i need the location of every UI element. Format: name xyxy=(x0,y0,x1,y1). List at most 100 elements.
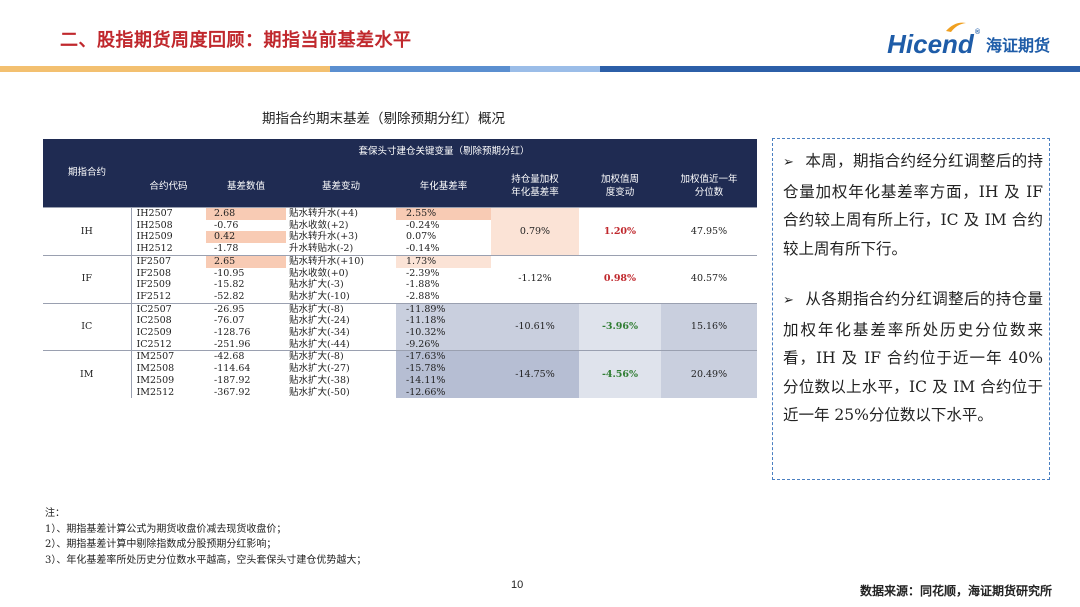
basis-table-container: 期指合约 套保头寸建仓关键变量（剔除预期分红） 合约代码 基差数值 基差变动 年化基差… xyxy=(43,139,758,399)
header-col-4: 持仓量加权 年化基差率 xyxy=(491,165,579,208)
footnote-2: 2）、期指基差计算中剔除指数成分股预期分红影响； xyxy=(45,539,277,550)
basis-value-cell: 0.42 xyxy=(206,231,286,244)
stripe-segment-light-blue xyxy=(510,66,600,72)
basis-value-cell: -10.95 xyxy=(214,267,245,279)
contract-code-cell: IC2512 xyxy=(136,338,172,350)
data-source: 数据来源：同花顺，海证期货研究所 xyxy=(859,584,1052,598)
basis-value-cell: -251.96 xyxy=(214,338,251,350)
table-row: IC2512 -251.96 贴水扩大(-44) -9.26% xyxy=(43,338,757,351)
basis-change-cell: 贴水转升水(+10) xyxy=(286,254,396,268)
contract-code-cell: IF2512 xyxy=(136,290,172,302)
annual-rate-cell: -14.11% xyxy=(396,374,491,387)
contract-code-cell: IF2508 xyxy=(136,267,172,279)
header-key-variables: 套保头寸建仓关键变量（剔除预期分红） xyxy=(131,139,758,165)
header-col-3: 年化基差率 xyxy=(396,165,491,208)
stripe-segment-gold xyxy=(0,66,330,72)
contract-code-cell: IM2508 xyxy=(136,363,175,375)
basis-change-cell: 贴水收敛(+2) xyxy=(289,219,349,231)
commentary-box: ➢ 本周，期指合约经分红调整后的持仓量加权年化基差率方面，IH 及 IF 合约较上… xyxy=(772,138,1050,480)
basis-change-cell: 升水转贴水(-2) xyxy=(289,243,354,255)
header-col-text: 加权值近一年 xyxy=(680,174,738,185)
annual-rate-cell: 1.73% xyxy=(396,254,491,268)
logo-chinese-name: 海证期货 xyxy=(985,36,1050,55)
basis-change-cell: 贴水转升水(+4) xyxy=(286,206,396,220)
stripe-segment-blue xyxy=(330,66,510,72)
contract-code-cell: IH2509 xyxy=(136,231,173,243)
weekly-change-cell: -4.56% xyxy=(579,350,661,399)
basis-value-cell: -26.95 xyxy=(206,302,286,316)
percentile-cell: 40.57% xyxy=(661,254,758,304)
table-row: IC IC2507 -26.95 贴水扩大(-8) -11.89% -10.61% -3.9… xyxy=(43,302,758,351)
page-title: 二、股指期货周度回顾：期指当前基差水平 xyxy=(60,30,412,51)
basis-value-cell: -1.78 xyxy=(214,243,239,255)
footnote-heading: 注： xyxy=(45,508,65,519)
contract-code-cell: IM2509 xyxy=(136,374,175,386)
percentile-cell: 47.95% xyxy=(661,207,758,256)
commentary-paragraph-2: ➢ 从各期指合约分红调整后的持仓量加权年化基差率所处历史分位数来看，IH 及 IF… xyxy=(783,285,1043,430)
logo-swoosh-icon xyxy=(946,22,967,32)
basis-value-cell: -76.07 xyxy=(214,315,245,327)
basis-value-cell: -128.76 xyxy=(214,327,251,339)
footnote-1: 1）、期指基差计算公式为期货收盘价减去现货收盘价； xyxy=(45,523,287,535)
basis-change-cell: 贴水扩大(-8) xyxy=(286,302,396,316)
basis-change-cell: 贴水扩大(-3) xyxy=(289,279,344,291)
basis-change-cell: 贴水扩大(-50) xyxy=(289,386,350,398)
annual-rate-cell: -17.63% xyxy=(396,350,491,364)
page-number: 10 xyxy=(511,579,524,591)
basis-value-cell: -187.92 xyxy=(214,374,251,386)
basis-table: 期指合约 套保头寸建仓关键变量（剔除预期分红） 合约代码 基差数值 基差变动 年化基差… xyxy=(43,139,758,399)
table-row: IH2508 -0.76 贴水收敛(+2) -0.24% xyxy=(43,219,757,232)
annual-rate-cell: 0.07% xyxy=(396,231,491,244)
annual-rate-cell: -2.88% xyxy=(396,290,491,304)
table-row: IM2509 -187.92 贴水扩大(-38) -14.11% xyxy=(43,374,757,387)
basis-value-cell: -52.82 xyxy=(214,290,245,302)
annual-rate-cell: -15.78% xyxy=(396,363,491,375)
table-row: IM2508 -114.64 贴水扩大(-27) -15.78% xyxy=(43,363,757,375)
table-row: IH IH2507 2.68 贴水转升水(+4) 2.55% 0.79% 1.20% 47.9… xyxy=(43,206,758,256)
contract-code-cell: IC2508 xyxy=(136,315,172,327)
weighted-rate-cell: 0.79% xyxy=(491,207,579,256)
annual-rate-cell: -10.32% xyxy=(396,327,491,339)
table-row: IC2509 -128.76 贴水扩大(-34) -10.32% xyxy=(43,327,757,339)
table-body: IH IH2507 2.68 贴水转升水(+4) 2.55% 0.79% 1.20% 47.9… xyxy=(43,206,758,399)
group-label: IC xyxy=(43,302,132,351)
header-col-text: 基差数值 xyxy=(226,180,265,192)
header-col-2: 基差变动 xyxy=(286,165,396,208)
logo-wordmark: Hicend® xyxy=(887,22,980,60)
header-col-text: 年化基差率 xyxy=(511,187,559,198)
contract-code-cell: IC2509 xyxy=(136,327,172,339)
basis-value-cell: 2.68 xyxy=(206,206,286,220)
weekly-change-cell: 1.20% xyxy=(579,207,661,256)
basis-change-cell: 贴水扩大(-24) xyxy=(289,315,350,327)
weekly-change-cell: 0.98% xyxy=(579,254,661,304)
commentary-text-1: 本周，期指合约经分红调整后的持仓量加权年化基差率方面，IH 及 IF 合约较上周… xyxy=(783,152,1043,258)
header-stripe xyxy=(0,66,1080,72)
basis-change-cell: 贴水转升水(+3) xyxy=(289,231,358,243)
header-col-text: 分位数 xyxy=(694,187,724,198)
contract-code-cell: IM2512 xyxy=(136,386,175,398)
contract-code-cell: IM2507 xyxy=(131,350,206,364)
contract-code-cell: IH2507 xyxy=(131,206,206,220)
table-header-top-row: 期指合约 套保头寸建仓关键变量（剔除预期分红） xyxy=(43,139,758,208)
basis-change-cell: 贴水收敛(+0) xyxy=(289,267,349,279)
table-row: IC2508 -76.07 贴水扩大(-24) -11.18% xyxy=(43,315,757,328)
header-col-text: 度变动 xyxy=(605,187,635,198)
group-label: IF xyxy=(43,254,132,304)
percentile-cell: 20.49% xyxy=(661,350,758,399)
header-col-6: 加权值近一年 分位数 xyxy=(661,165,758,208)
annual-rate-cell: -0.24% xyxy=(396,219,491,232)
header-col-text: 合约代码 xyxy=(149,180,188,192)
contract-code-cell: IC2507 xyxy=(131,302,206,316)
basis-value-cell: -114.64 xyxy=(214,363,251,375)
contract-code-cell: IH2512 xyxy=(136,243,173,255)
basis-value-cell: -367.92 xyxy=(214,386,251,398)
arrow-bullet-icon: ➢ xyxy=(783,155,794,170)
basis-change-cell: 贴水扩大(-44) xyxy=(289,338,350,350)
group-label: IM xyxy=(43,350,132,399)
weighted-rate-cell: -10.61% xyxy=(491,302,579,351)
contract-code-cell: IF2507 xyxy=(131,254,206,268)
header-col-1: 基差数值 xyxy=(206,165,286,208)
annual-rate-cell: -2.39% xyxy=(396,267,491,280)
weighted-rate-cell: -1.12% xyxy=(491,254,579,304)
basis-change-cell: 贴水扩大(-8) xyxy=(286,350,396,364)
